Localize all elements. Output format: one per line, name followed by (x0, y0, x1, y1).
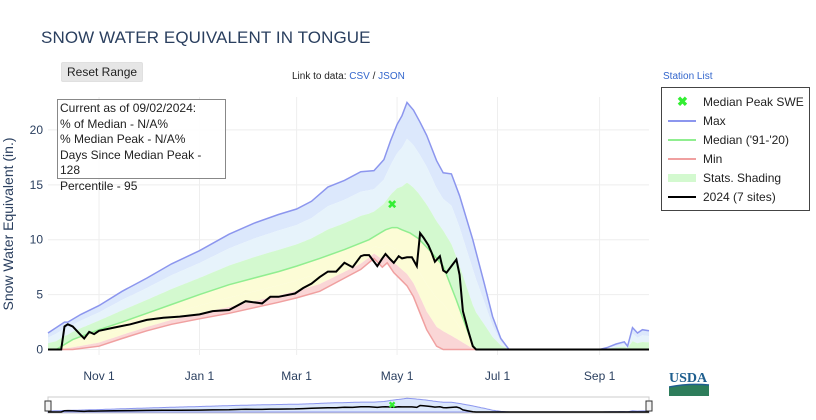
x-tick-label: Sep 1 (584, 369, 616, 383)
legend-item-median[interactable]: Median ('91-'20) (668, 132, 789, 148)
legend-item-2024[interactable]: 2024 (7 sites) (668, 189, 776, 205)
y-tick-label: 20 (30, 123, 44, 137)
usda-logo-text: USDA (669, 371, 708, 386)
legend-item-median-peak[interactable]: ✖ Median Peak SWE (668, 94, 804, 110)
legend-item-max[interactable]: Max (668, 113, 726, 129)
json-link[interactable]: JSON (378, 71, 405, 82)
reset-range-button[interactable]: Reset Range (61, 62, 144, 82)
axis-ticks: 0 5 10 15 20 Nov 1 Jan 1 Mar 1 May 1 Jul 1 Sep 1 (30, 123, 616, 383)
x-tick-label: May 1 (381, 369, 414, 383)
x-tick-label: Jul 1 (485, 369, 511, 383)
usda-logo[interactable]: USDA (669, 370, 711, 398)
station-list-link[interactable]: Station List (663, 71, 713, 82)
legend-label: Min (703, 152, 723, 166)
median-peak-marker: ✖ (387, 197, 397, 211)
y-tick-label: 10 (30, 233, 44, 247)
series-lines: ✖ (47, 101, 650, 351)
info-pct-median: % of Median - N/A% (60, 116, 169, 131)
link-separator: / (372, 71, 376, 82)
info-current-date: Current as of 09/02/2024: (60, 101, 197, 115)
legend-label: Median ('91-'20) (703, 133, 789, 147)
info-pct-median-peak: % Median Peak - N/A% (60, 132, 186, 146)
legend-label: Max (703, 114, 726, 128)
legend-item-stats-shading[interactable]: Stats. Shading (668, 170, 781, 186)
info-days-since-peak: Days Since Median Peak - 128 (60, 147, 202, 178)
data-links: Link to data: CSV / JSON (292, 71, 405, 82)
range-slider-right-handle[interactable] (645, 400, 653, 412)
x-tick-label: Mar 1 (281, 369, 312, 383)
y-tick-label: 5 (36, 288, 43, 302)
median-line (48, 226, 649, 351)
legend: ✖ Median Peak SWE Max Median ('91-'20) M… (661, 87, 810, 211)
data-links-label: Link to data: (292, 71, 347, 82)
legend-item-min[interactable]: Min (668, 151, 722, 167)
legend-label: Median Peak SWE (703, 95, 804, 109)
x-tick-label: Nov 1 (83, 369, 115, 383)
current-year-line (48, 230, 649, 351)
chart-title: SNOW WATER EQUIVALENT IN TONGUE (41, 28, 371, 47)
band-50-30 (48, 227, 649, 350)
min-line (48, 257, 649, 351)
legend-label: Stats. Shading (703, 171, 782, 185)
legend-label: 2024 (7 sites) (703, 190, 776, 204)
info-percentile: Percentile - 95 (60, 178, 138, 193)
csv-link[interactable]: CSV (349, 71, 370, 82)
range-slider-left-handle[interactable] (44, 400, 52, 412)
range-slider-current-line (48, 404, 649, 413)
range-slider[interactable]: ✖ (44, 396, 653, 414)
y-tick-label: 0 (36, 343, 43, 357)
y-tick-label: 15 (30, 178, 44, 192)
band-10-min (48, 253, 649, 350)
current-status-box: Current as of 09/02/2024: % of Median - … (57, 99, 226, 193)
median-peak-marker-icon: ✖ (677, 94, 688, 109)
range-slider-peak-marker: ✖ (388, 400, 396, 410)
x-tick-label: Jan 1 (185, 369, 215, 383)
y-axis-label: Snow Water Equivalent (in.) (0, 138, 16, 311)
